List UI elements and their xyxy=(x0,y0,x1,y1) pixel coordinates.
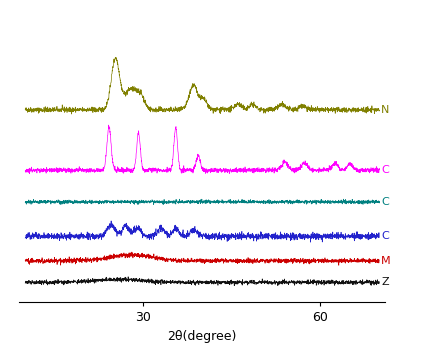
Text: C: C xyxy=(381,165,389,175)
Text: N: N xyxy=(381,105,390,115)
Text: C: C xyxy=(381,231,389,241)
Text: C: C xyxy=(381,197,389,207)
Text: Z: Z xyxy=(381,277,389,287)
Text: M: M xyxy=(381,256,391,266)
X-axis label: 2θ(degree): 2θ(degree) xyxy=(168,330,237,343)
